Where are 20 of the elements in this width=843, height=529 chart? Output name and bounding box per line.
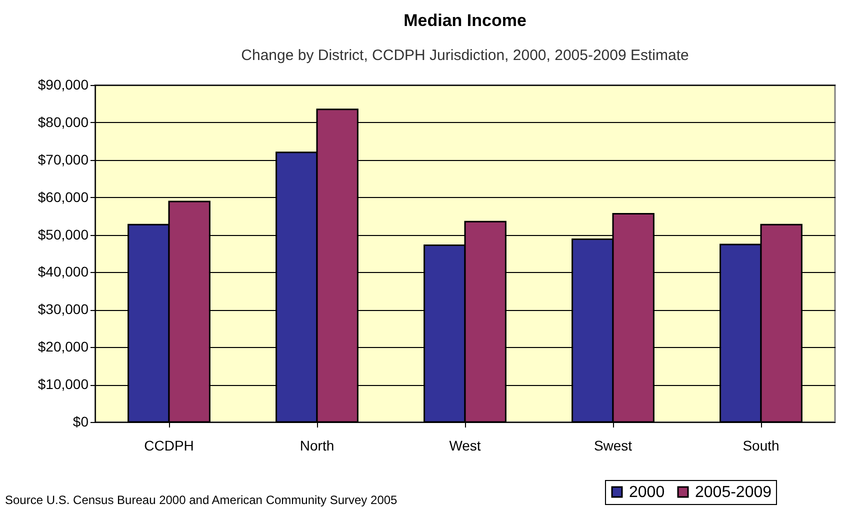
x-tick-label: South (742, 438, 780, 454)
y-tick-label: $50,000 (38, 226, 89, 242)
y-tick-label: $40,000 (38, 264, 89, 280)
y-tick-label: $60,000 (38, 188, 89, 205)
y-tick-label: $10,000 (38, 376, 89, 392)
x-tick-label: North (300, 438, 334, 454)
chart-subtitle: Change by District, CCDPH Jurisdiction, 2000, 2005-2009 Estimate (241, 47, 689, 64)
x-tick-label: West (449, 438, 481, 454)
legend-label: 2005-2009 (695, 484, 772, 501)
source-note: Source U.S. Census Bureau 2000 and American Community Survey 2005 (5, 493, 398, 507)
y-tick-label: $20,000 (38, 338, 89, 355)
y-tick-label: $30,000 (38, 301, 89, 318)
y-tick-label: $70,000 (38, 151, 89, 168)
y-tick-label: $0 (72, 414, 89, 430)
x-tick-label: CCDPH (144, 438, 194, 454)
y-tick-label: $80,000 (38, 114, 89, 130)
chart-title: Median Income (404, 11, 526, 30)
x-tick-label: Swest (594, 438, 632, 454)
y-tick-label: $90,000 (38, 76, 89, 92)
legend-label: 2000 (629, 484, 665, 501)
